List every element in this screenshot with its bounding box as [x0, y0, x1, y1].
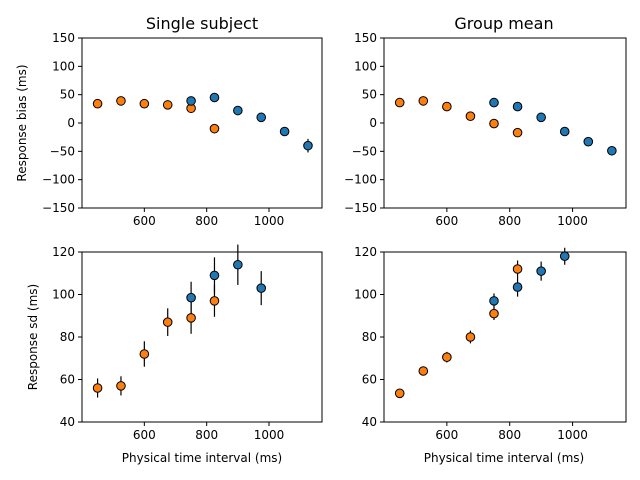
y-tick-label: −100: [344, 173, 377, 187]
data-point: [233, 259, 243, 270]
data-point: [489, 296, 499, 306]
data-point: [233, 105, 243, 116]
y-tick-label: 50: [60, 88, 75, 102]
data-point: [394, 97, 405, 108]
y-tick-label: 60: [362, 373, 377, 387]
y-tick-label: 150: [354, 31, 377, 45]
data-point: [536, 266, 546, 276]
x-tick-label: 800: [195, 428, 218, 442]
panel-group-mean-bias: Group mean 600 800 1000 −150 −100 −50 0 50 100 15…: [344, 14, 627, 228]
x-tick-label: 800: [195, 214, 218, 228]
axes-frame: [81, 251, 323, 423]
data-point: [559, 126, 570, 137]
y-tick-label: −100: [42, 173, 75, 187]
x-axis-label: Physical time interval (ms): [122, 451, 282, 465]
data-point: [186, 96, 196, 106]
axes-frame: [383, 251, 627, 423]
y-tick-label: 100: [52, 59, 75, 73]
data-point: [186, 292, 196, 303]
data-point: [139, 349, 150, 359]
data-point: [209, 123, 220, 134]
data-point: [209, 270, 220, 281]
y-tick-label: 100: [354, 59, 377, 73]
data-point: [92, 383, 103, 393]
data-point: [442, 352, 452, 362]
panel-single-subject-bias: Single subject Response bias (ms) 600 800…: [15, 14, 323, 228]
panel-title: Single subject: [146, 14, 258, 33]
x-tick-label: 1000: [254, 214, 285, 228]
data-point: [139, 98, 150, 109]
data-point: [256, 112, 267, 123]
y-tick-label: 0: [67, 116, 75, 130]
x-tick-label: 600: [435, 428, 458, 442]
data-point: [442, 101, 452, 112]
data-point: [162, 100, 173, 110]
y-tick-label: −150: [344, 201, 377, 215]
data-point: [465, 332, 476, 342]
data-point: [418, 366, 429, 376]
y-tick-label: 120: [354, 245, 377, 259]
y-tick-label: 80: [60, 330, 75, 344]
y-axis-label: Response bias (ms): [15, 64, 29, 181]
axes-frame: [383, 37, 627, 209]
data-point: [465, 111, 476, 121]
x-tick-label: 1000: [557, 214, 588, 228]
data-point: [512, 282, 523, 292]
data-point: [116, 381, 126, 391]
y-tick-label: 150: [52, 31, 75, 45]
data-point: [279, 126, 290, 137]
x-tick-label: 600: [133, 214, 156, 228]
panel-single-subject-sd: Response sd (ms) Physical time interval …: [26, 244, 323, 465]
data-point: [418, 96, 429, 106]
data-point: [512, 264, 523, 274]
y-tick-label: 50: [362, 88, 377, 102]
y-tick-label: 0: [369, 116, 377, 130]
data-point: [512, 101, 523, 112]
panel-group-mean-sd: Physical time interval (ms) 600 800 1000 40…: [354, 245, 627, 465]
data-point: [489, 308, 499, 319]
y-tick-label: 40: [362, 415, 377, 429]
y-tick-label: −50: [50, 144, 75, 158]
y-tick-label: 120: [52, 245, 75, 259]
x-tick-label: 1000: [557, 428, 588, 442]
y-tick-label: −150: [42, 201, 75, 215]
data-point: [536, 112, 546, 123]
y-tick-label: −50: [352, 144, 377, 158]
data-point: [512, 127, 523, 138]
y-tick-label: 60: [60, 373, 75, 387]
data-point: [256, 283, 267, 293]
data-point: [303, 140, 313, 151]
data-point: [209, 92, 220, 103]
axes-frame: [81, 37, 323, 209]
y-tick-label: 100: [52, 288, 75, 302]
data-point: [394, 388, 405, 399]
y-tick-label: 80: [362, 330, 377, 344]
data-point: [489, 118, 499, 129]
x-tick-label: 1000: [254, 428, 285, 442]
x-tick-label: 600: [435, 214, 458, 228]
x-tick-label: 800: [498, 428, 521, 442]
data-point: [162, 317, 173, 327]
data-point: [489, 97, 499, 108]
y-tick-label: 100: [354, 288, 377, 302]
data-point: [583, 136, 594, 147]
y-tick-label: 40: [60, 415, 75, 429]
panel-title: Group mean: [454, 14, 553, 33]
x-axis-label: Physical time interval (ms): [424, 451, 584, 465]
x-tick-label: 600: [133, 428, 156, 442]
data-point: [559, 251, 570, 262]
data-point: [209, 296, 220, 306]
data-point: [186, 313, 196, 323]
data-point: [607, 145, 617, 156]
y-axis-label: Response sd (ms): [26, 284, 40, 390]
x-tick-label: 800: [498, 214, 521, 228]
data-point: [116, 96, 126, 106]
data-point: [92, 98, 103, 109]
